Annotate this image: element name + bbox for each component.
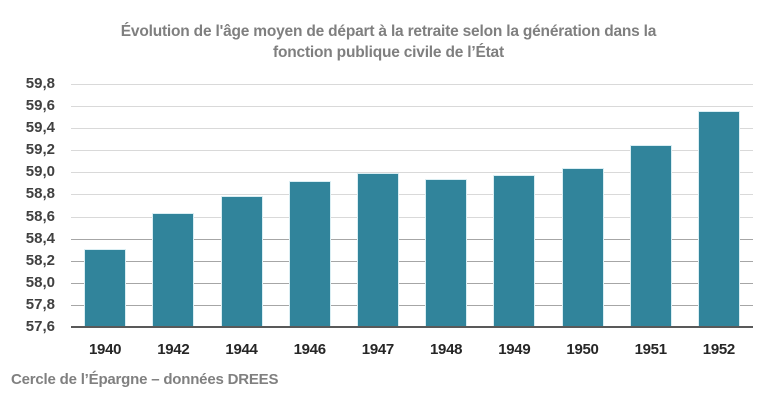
x-tick-label: 1950 [566,341,599,358]
gridline [71,217,753,218]
x-tick-label: 1940 [89,341,122,358]
y-tick-label: 59,8 [25,75,55,92]
x-tick-label: 1952 [702,341,735,358]
y-tick-label: 57,6 [25,318,55,335]
bar-1947 [356,173,399,326]
x-tick-label: 1942 [157,341,190,358]
y-tick-label: 59,2 [25,141,55,159]
bar-1952 [697,110,740,326]
bar-1940 [84,248,127,326]
gridline [71,283,753,284]
source-note: Cercle de l’Épargne – données DREES [11,371,279,388]
y-tick-label: 58,2 [25,251,55,269]
chart-title: Évolution de l'âge moyen de départ à la … [0,21,777,63]
gridline [71,172,753,173]
chart-title-line-2: fonction publique civile de l’État [273,44,504,61]
bar-1948 [425,178,468,326]
x-axis-line [71,326,753,328]
gridline [71,84,753,85]
x-tick-label: 1946 [293,341,326,358]
y-tick-label: 57,8 [25,295,55,313]
gridline [71,261,753,262]
y-tick-label: 58,6 [25,207,55,225]
bar-1950 [561,167,604,326]
y-tick-label: 58,4 [25,229,55,247]
x-tick-label: 1944 [225,341,258,358]
bar-1942 [152,213,195,326]
x-tick-label: 1951 [634,341,667,358]
gridline [71,305,753,306]
gridline [71,239,753,240]
x-tick-label: 1949 [498,341,531,358]
chart-title-line-1: Évolution de l'âge moyen de départ à la … [120,23,657,40]
gridline [71,150,753,151]
gridline [71,106,753,107]
y-tick-label: 59,0 [25,163,55,181]
y-tick-label: 58,0 [25,273,55,291]
bar-1951 [629,144,672,326]
y-tick-label: 59,4 [25,119,55,137]
bar-1944 [220,195,263,326]
bar-1946 [288,181,331,326]
bar-1949 [493,174,536,326]
y-tick-label: 59,6 [25,97,55,115]
x-tick-label: 1948 [430,341,463,358]
x-tick-label: 1947 [361,341,394,358]
gridline [71,128,753,129]
gridline [71,194,753,195]
y-tick-label: 58,8 [25,185,55,203]
